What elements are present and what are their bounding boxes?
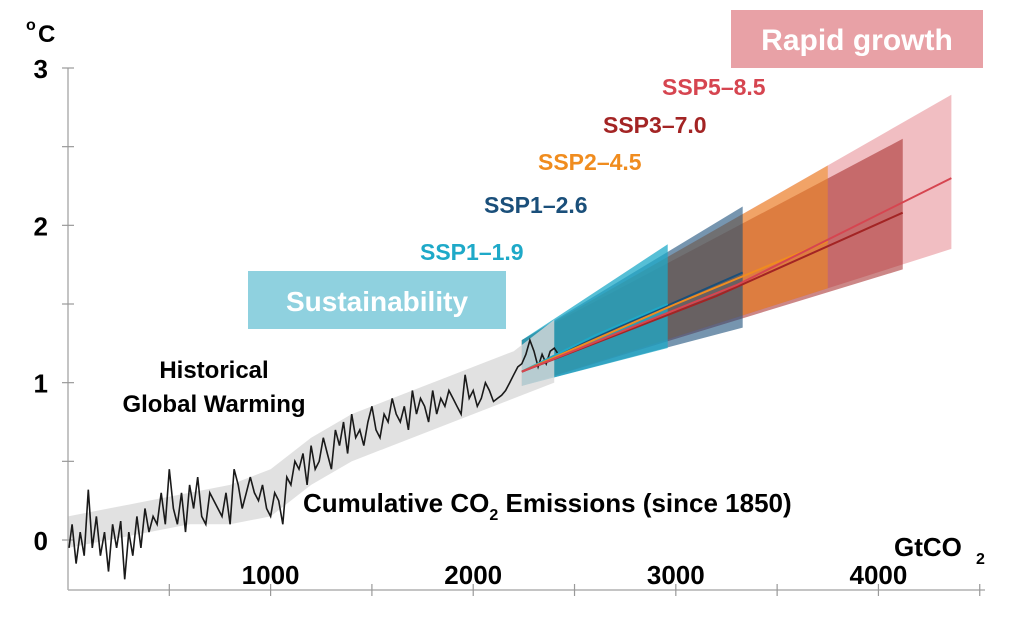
emissions-annotation-main: Cumulative CO bbox=[303, 488, 489, 518]
x-axis-label: GtCO bbox=[894, 532, 962, 562]
sustainability-box bbox=[248, 271, 506, 329]
x-axis-label-subscript: 2 bbox=[976, 551, 985, 568]
historical-line bbox=[68, 337, 559, 580]
emissions-annotation-tail: Emissions (since 1850) bbox=[498, 488, 791, 518]
legend-label-ssp585: SSP5–8.5 bbox=[662, 74, 766, 100]
x-tick-label: 2000 bbox=[444, 560, 502, 590]
y-axis-label-degree: o bbox=[26, 17, 36, 34]
y-tick-label: 0 bbox=[34, 526, 48, 556]
historical-label-line1: Historical bbox=[159, 357, 268, 384]
band-ssp119 bbox=[521, 244, 668, 386]
emissions-annotation-subscript: 2 bbox=[489, 507, 498, 524]
legend-label-ssp126: SSP1–2.6 bbox=[484, 192, 588, 218]
projection-bands bbox=[521, 94, 952, 386]
historical-band bbox=[68, 319, 555, 548]
y-tick-label: 3 bbox=[34, 54, 48, 84]
y-tick-label: 1 bbox=[34, 369, 48, 399]
legend-label-ssp245: SSP2–4.5 bbox=[538, 149, 642, 175]
line-ssp245 bbox=[521, 240, 829, 373]
series-lines bbox=[68, 177, 952, 580]
chart-labels: Rapid growth Sustainability SSP1–1.9 SSP1–2… bbox=[122, 10, 983, 524]
axes: 0 1 2 3 1000 2000 3000 4000 o C GtCO 2 bbox=[26, 17, 985, 596]
legend-label-ssp119: SSP1–1.9 bbox=[420, 239, 524, 265]
historical-label-line2: Global Warming bbox=[122, 391, 305, 418]
x-tick-label: 1000 bbox=[242, 560, 300, 590]
rapid-growth-box bbox=[731, 10, 983, 68]
y-tick-label: 2 bbox=[34, 211, 48, 241]
line-ssp585 bbox=[521, 177, 952, 373]
x-tick-label: 3000 bbox=[647, 560, 705, 590]
rapid-growth-label: Rapid growth bbox=[761, 24, 953, 57]
y-axis-label: C bbox=[38, 21, 55, 48]
emissions-annotation: Cumulative CO2 Emissions (since 1850) bbox=[303, 488, 792, 524]
x-tick-label: 4000 bbox=[850, 560, 908, 590]
line-ssp119 bbox=[521, 303, 669, 373]
sustainability-label: Sustainability bbox=[286, 286, 468, 317]
legend-label-ssp370: SSP3–7.0 bbox=[603, 112, 707, 138]
historical-band-group bbox=[68, 319, 555, 548]
